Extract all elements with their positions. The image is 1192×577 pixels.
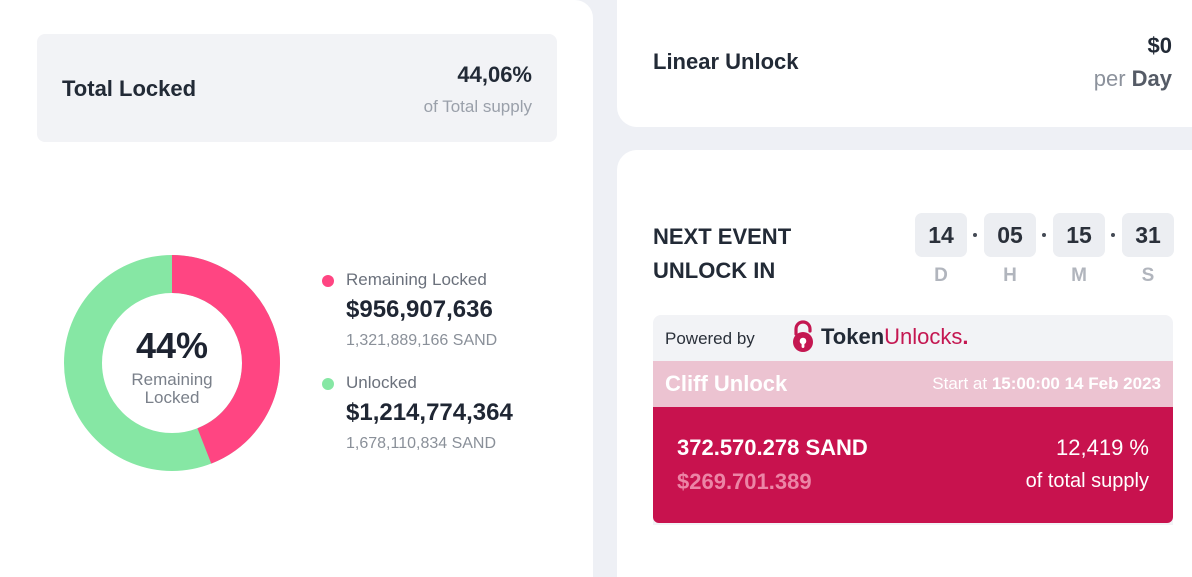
linear-unlock-rate: per Day xyxy=(1094,66,1172,92)
cliff-unlock-title: Cliff Unlock xyxy=(665,371,788,396)
countdown-seconds: 31 xyxy=(1122,213,1174,257)
donut-caption-line1: Remaining xyxy=(131,370,213,389)
cliff-unlock-percent: 12,419 % xyxy=(1056,435,1149,460)
cliff-unlock-amount: 372.570.278 SAND xyxy=(677,435,868,460)
donut-locked-segment xyxy=(64,255,280,471)
linear-unlock-card: Linear Unlock $0 per Day xyxy=(617,0,1192,127)
next-event-title-line1: NEXT EVENT xyxy=(653,224,792,249)
total-locked-card: Total Locked 44,06% of Total supply 44% … xyxy=(0,0,593,577)
cliff-unlock-header: Cliff Unlock Start at 15:00:00 14 Feb 20… xyxy=(653,361,1173,407)
legend-sand-amount: 1,678,110,834 SAND xyxy=(346,435,497,452)
countdown-days-unit: D xyxy=(934,265,948,286)
total-locked-summary: Total Locked 44,06% of Total supply xyxy=(37,34,557,142)
countdown-seconds-unit: S xyxy=(1141,265,1155,286)
locked-donut-chart xyxy=(64,255,280,471)
next-event-title: NEXT EVENT UNLOCK IN xyxy=(653,220,791,288)
cliff-unlock-usd: $269.701.389 xyxy=(677,469,812,494)
token-unlocks-logo[interactable]: TokenUnlocks. xyxy=(821,324,969,350)
next-event-card: NEXT EVENT UNLOCK IN 14 D 05 H 15 M 31 S… xyxy=(617,150,1192,577)
legend-dot-locked xyxy=(322,275,334,287)
legend-dot-unlocked xyxy=(322,378,334,390)
linear-unlock-title: Linear Unlock xyxy=(653,49,799,74)
cliff-start-value: 15:00:00 14 Feb 2023 xyxy=(991,374,1161,393)
cliff-unlock-percent-label: of total supply xyxy=(1025,470,1149,492)
cliff-start-prefix: Start at xyxy=(932,374,988,393)
cliff-unlock-start: Start at 15:00:00 14 Feb 2023 xyxy=(932,374,1161,394)
donut-center-percent: 44% xyxy=(135,325,209,366)
legend-name: Unlocked xyxy=(346,373,417,392)
legend-sand-amount: 1,321,889,166 SAND xyxy=(346,332,498,349)
countdown-separator xyxy=(973,233,977,237)
donut-center-caption: Remaining Locked xyxy=(64,371,280,407)
countdown-minutes-unit: M xyxy=(1071,265,1087,286)
token-unlocks-lock-icon[interactable] xyxy=(789,320,817,354)
total-locked-subtitle: of Total supply xyxy=(423,97,532,116)
legend-value: $1,214,774,364 xyxy=(346,399,513,426)
brand-dot: . xyxy=(962,324,969,349)
countdown-hours-unit: H xyxy=(1003,265,1017,286)
countdown-minutes: 15 xyxy=(1053,213,1105,257)
countdown-separator xyxy=(1111,233,1115,237)
legend-value: $956,907,636 xyxy=(346,296,493,323)
donut-caption-line2: Locked xyxy=(144,388,200,407)
cliff-unlock-body: 372.570.278 SAND $269.701.389 12,419 % o… xyxy=(653,407,1173,523)
countdown-separator xyxy=(1042,233,1046,237)
linear-unlock-amount: $0 xyxy=(1147,33,1172,58)
next-event-title-line2: UNLOCK IN xyxy=(653,258,776,283)
total-locked-percent: 44,06% xyxy=(457,62,532,87)
brand-token: Token xyxy=(821,324,885,349)
linear-per-prefix: per xyxy=(1093,66,1126,91)
countdown-days: 14 xyxy=(915,213,967,257)
countdown-hours: 05 xyxy=(984,213,1036,257)
legend-name: Remaining Locked xyxy=(346,270,487,289)
total-locked-title: Total Locked xyxy=(62,76,197,101)
powered-by-label: Powered by xyxy=(665,329,755,348)
donut-center-label: 44% Remaining Locked xyxy=(64,255,280,471)
linear-per-unit: Day xyxy=(1131,66,1172,91)
brand-unlocks: Unlocks xyxy=(884,324,963,349)
